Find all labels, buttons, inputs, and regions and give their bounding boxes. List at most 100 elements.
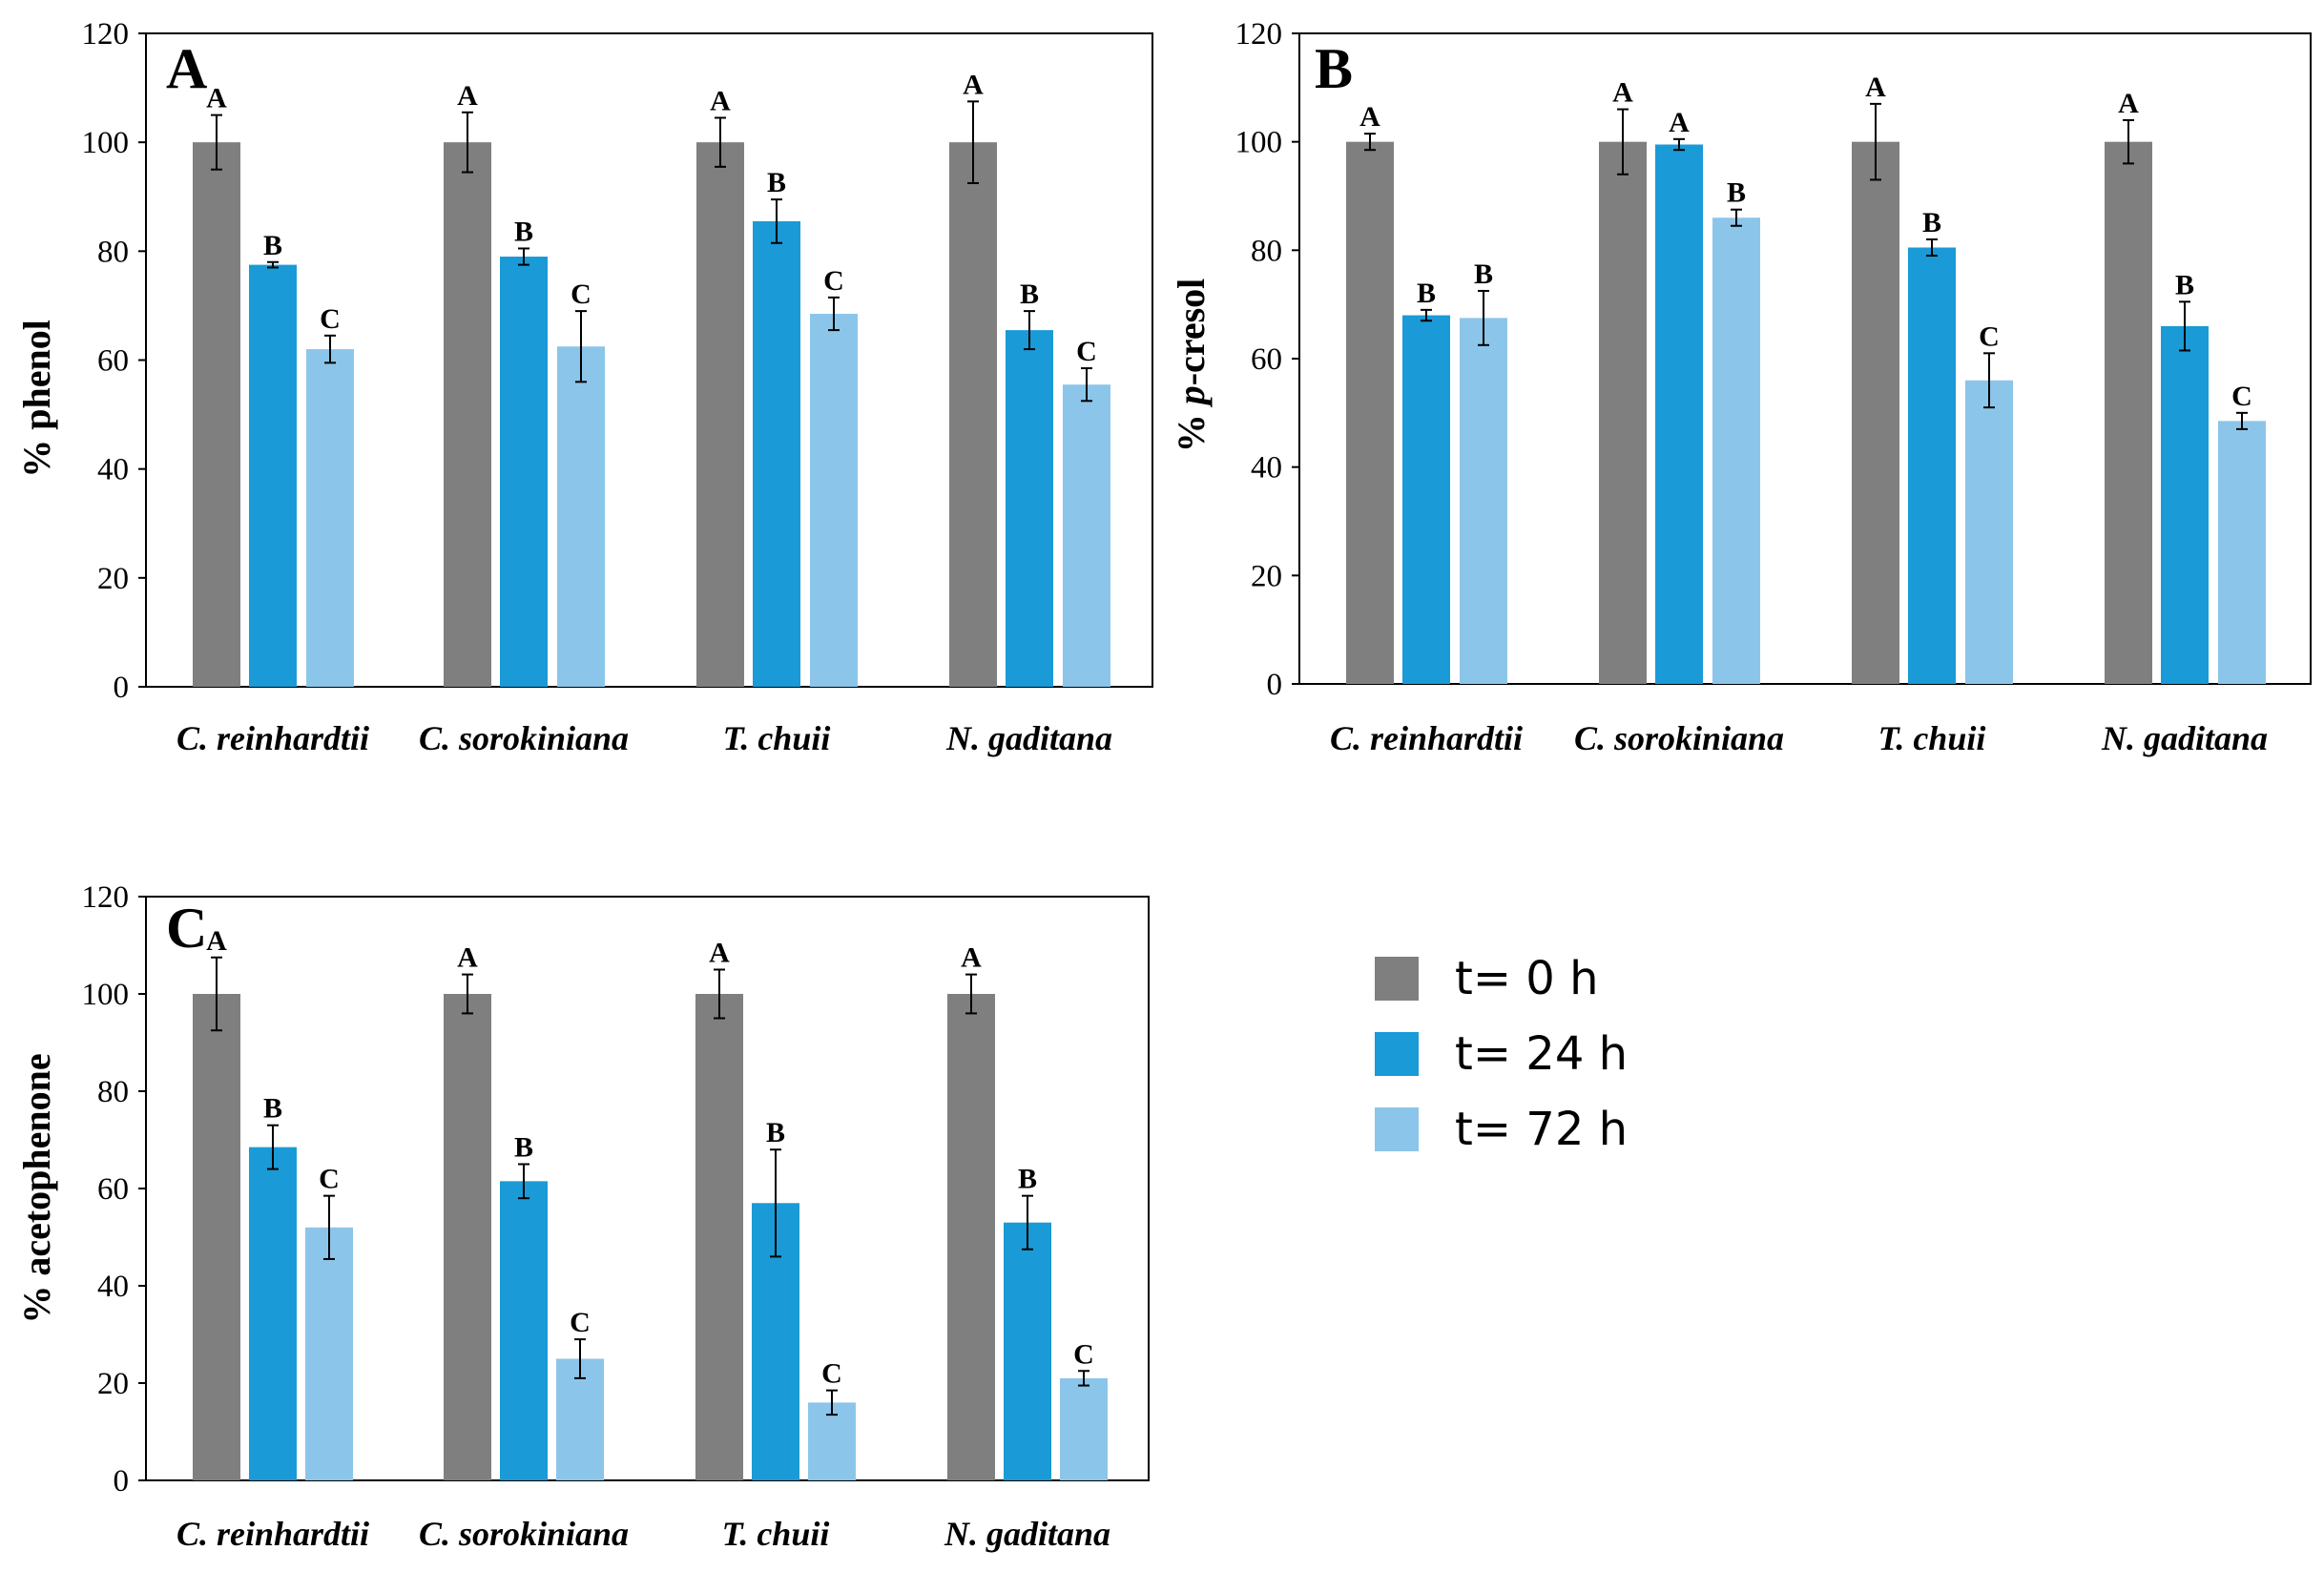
legend-swatch — [1375, 1032, 1419, 1076]
x-category-label: T. chuii — [723, 719, 831, 757]
y-tick-label: 0 — [114, 671, 130, 705]
bar — [249, 264, 297, 687]
legend-label: t= 72 h — [1455, 1103, 1628, 1156]
y-tick-label: 40 — [1251, 451, 1282, 486]
significance-label: A — [709, 938, 730, 969]
significance-label: B — [1020, 279, 1039, 310]
significance-label: B — [767, 167, 786, 198]
significance-label: B — [514, 216, 533, 247]
y-tick-label: 0 — [1267, 668, 1283, 702]
y-tick-label: 60 — [97, 344, 129, 379]
significance-label: C — [571, 279, 591, 310]
x-category-label: T. chuii — [722, 1515, 830, 1553]
x-category-label: C. reinhardtii — [1330, 719, 1523, 757]
y-axis-label-b-italic: p — [1170, 385, 1213, 407]
legend-swatch — [1375, 957, 1419, 1001]
bar — [810, 313, 858, 687]
y-tick-label: 60 — [97, 1172, 129, 1207]
y-tick-label: 20 — [97, 562, 129, 596]
bar — [500, 257, 548, 687]
bar — [1712, 217, 1760, 684]
y-tick-label: 120 — [82, 17, 130, 52]
x-category-label: C. reinhardtii — [176, 1515, 369, 1553]
x-category-label: C. reinhardtii — [176, 719, 369, 757]
y-tick-label: 0 — [114, 1464, 130, 1499]
bar — [444, 994, 491, 1480]
significance-label: B — [766, 1117, 785, 1148]
y-axis-label-b-suffix: -cresol — [1170, 279, 1213, 386]
y-tick-label: 100 — [82, 126, 130, 160]
significance-label: A — [963, 69, 984, 100]
bar — [1655, 144, 1703, 685]
y-tick-label: 120 — [82, 880, 130, 915]
bar — [193, 994, 240, 1480]
significance-label: C — [570, 1307, 591, 1338]
y-axis-label-b-prefix: % — [1170, 404, 1213, 452]
y-tick-label: 100 — [1235, 126, 1283, 160]
bar — [305, 1227, 353, 1480]
y-tick-label: 120 — [1235, 17, 1283, 52]
y-tick-label: 40 — [97, 1270, 129, 1304]
bar — [753, 220, 800, 687]
bar — [1852, 141, 1899, 684]
significance-label: A — [457, 942, 478, 974]
bar — [1004, 1222, 1051, 1480]
significance-label: C — [1979, 320, 2000, 352]
y-tick-label: 80 — [97, 1075, 129, 1109]
significance-label: C — [821, 1358, 842, 1390]
significance-label: C — [2231, 381, 2252, 412]
bar — [249, 1147, 297, 1480]
bar — [949, 142, 997, 687]
significance-label: B — [2175, 269, 2194, 300]
bar — [696, 142, 744, 687]
x-category-label: C. sorokiniana — [419, 719, 629, 757]
x-category-label: N. gaditana — [944, 1515, 1110, 1553]
significance-label: C — [1076, 336, 1097, 367]
significance-label: A — [710, 85, 731, 116]
bar — [2218, 421, 2266, 684]
x-category-label: C. sorokiniana — [1574, 719, 1784, 757]
significance-label: C — [320, 303, 341, 335]
x-category-label: T. chuii — [1878, 719, 1986, 757]
bar — [1460, 318, 1507, 684]
bar — [1060, 1377, 1108, 1480]
bar — [1006, 330, 1053, 687]
y-tick-label: 60 — [1251, 342, 1282, 377]
bar — [1965, 380, 2013, 684]
y-tick-label: 80 — [97, 235, 129, 269]
y-tick-label: 20 — [97, 1367, 129, 1401]
significance-label: A — [457, 80, 478, 112]
y-axis-label-a: % phenol — [15, 320, 58, 478]
significance-label: B — [263, 230, 282, 261]
y-tick-label: 20 — [1251, 559, 1282, 593]
significance-label: B — [263, 1093, 282, 1125]
panel-letter-c: C — [166, 897, 207, 960]
significance-label: B — [1474, 258, 1493, 290]
bar — [193, 142, 240, 687]
bar — [2105, 141, 2152, 684]
significance-label: B — [1922, 207, 1941, 238]
bar — [306, 349, 354, 687]
legend-label: t= 0 h — [1455, 952, 1599, 1005]
significance-label: C — [823, 265, 844, 297]
x-category-label: N. gaditana — [2101, 719, 2268, 757]
significance-label: A — [1669, 107, 1690, 138]
legend: t= 0 h t= 24 h t= 72 h — [1375, 952, 1628, 1156]
bar — [557, 346, 605, 687]
significance-label: A — [2118, 88, 2139, 119]
bar — [1402, 315, 1450, 684]
significance-label: C — [319, 1164, 340, 1195]
significance-label: A — [1865, 72, 1886, 103]
chart-panel-c: C % acetophenone 0 20 40 60 80 100 120 A A A A B B B B… — [15, 880, 1150, 1553]
plot-frame-a — [145, 32, 1153, 688]
plot-frame-b — [1298, 32, 2312, 685]
panel-letter-b: B — [1315, 37, 1353, 100]
x-category-label: N. gaditana — [945, 719, 1112, 757]
y-tick-label: 80 — [1251, 234, 1282, 268]
y-axis-label-b: % p-cresol — [1170, 279, 1213, 453]
significance-label: A — [206, 83, 227, 114]
significance-label: B — [1018, 1164, 1037, 1195]
significance-label: C — [1073, 1338, 1094, 1370]
